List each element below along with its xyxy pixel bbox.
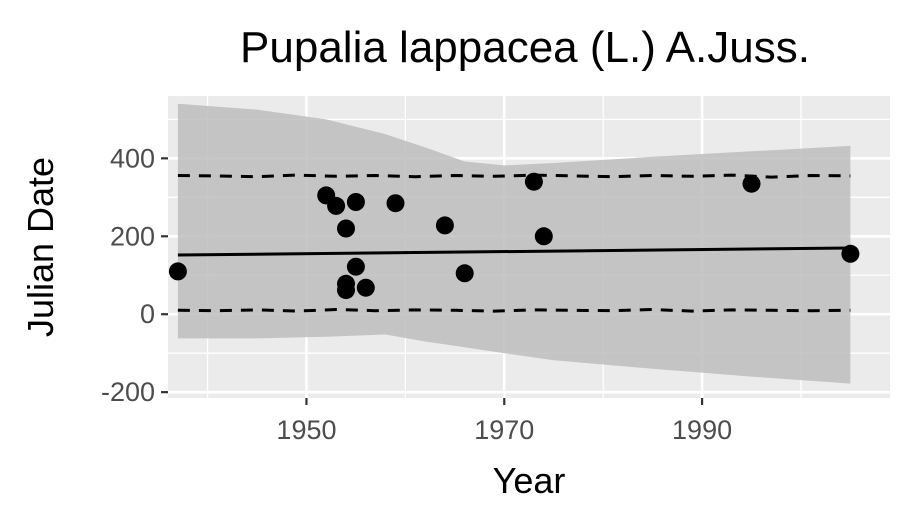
data-point — [524, 172, 543, 191]
data-point — [346, 257, 365, 276]
y-axis: -200 0 200 400 — [101, 143, 168, 407]
fit-line — [177, 246, 851, 257]
y-axis-title: Julian Date — [20, 157, 61, 337]
y-tick-label: 200 — [110, 221, 155, 251]
data-points — [168, 172, 860, 300]
data-point — [455, 264, 474, 283]
upper-band-line — [177, 173, 851, 179]
x-tick-label: 1950 — [276, 415, 336, 445]
y-tick-label: 400 — [110, 143, 155, 173]
x-tick-label: 1970 — [474, 415, 534, 445]
data-point — [346, 193, 365, 211]
data-point — [356, 278, 375, 297]
data-point — [841, 244, 860, 263]
x-axis-title: Year — [493, 460, 566, 501]
data-point — [386, 194, 405, 213]
y-tick-label: 0 — [140, 299, 155, 329]
x-axis: 1950 1970 1990 — [276, 398, 732, 445]
data-point — [435, 216, 454, 235]
data-point — [534, 227, 553, 246]
chart-title: Pupalia lappacea (L.) A.Juss. — [240, 23, 810, 72]
data-point — [742, 174, 761, 193]
x-tick-label: 1990 — [672, 415, 732, 445]
data-point — [337, 281, 355, 300]
lower-band-line — [177, 307, 851, 313]
data-point — [168, 262, 187, 281]
data-point — [327, 196, 346, 215]
data-point — [337, 219, 355, 238]
y-tick-label: -200 — [101, 377, 155, 407]
confidence-ribbon — [177, 103, 851, 384]
